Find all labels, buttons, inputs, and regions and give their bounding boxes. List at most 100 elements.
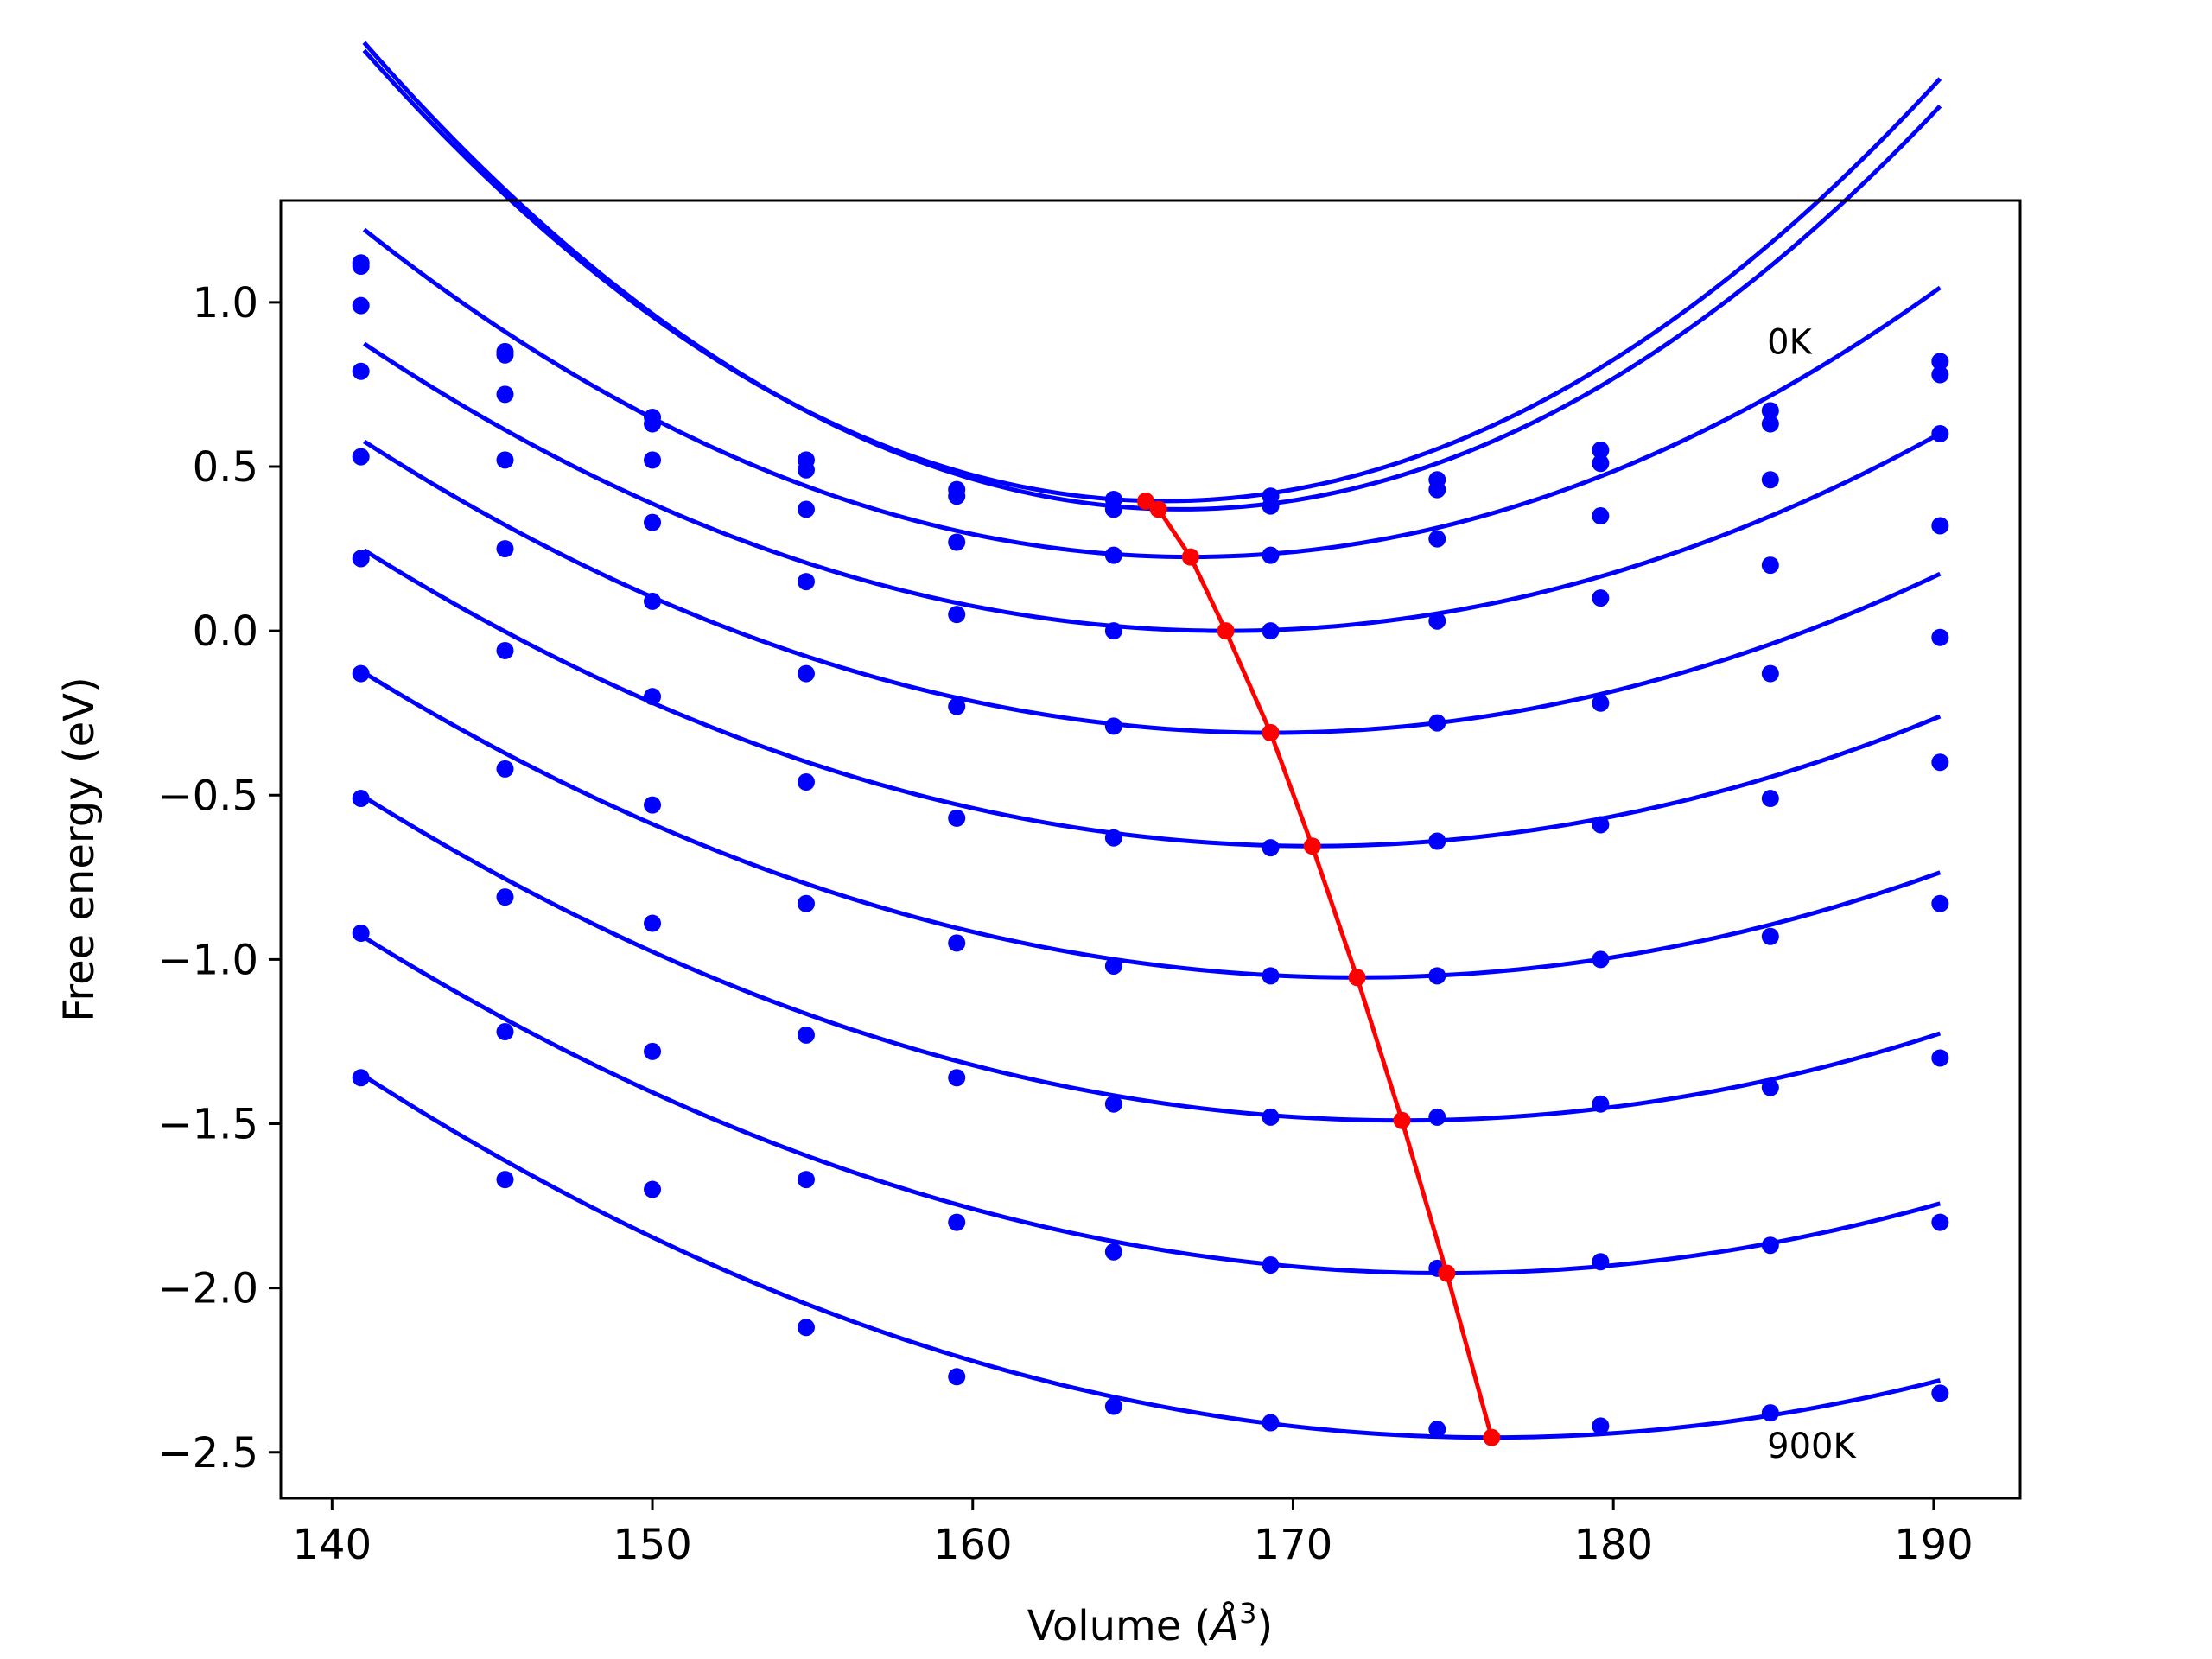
annotation-1: 0K <box>1767 323 1813 363</box>
data-point-s4-3 <box>644 513 662 531</box>
fit-curve-4 <box>363 341 1942 633</box>
data-point-s6-9 <box>1592 816 1610 834</box>
data-point-s4-6 <box>1104 622 1122 640</box>
x-tick-label-160: 160 <box>933 1521 1013 1569</box>
x-axis-label-exponent: 3 <box>1239 1597 1256 1630</box>
data-point-s6-8 <box>1428 832 1446 850</box>
annotations: 0K 900K <box>1767 323 1857 1467</box>
y-tick-label--0.5: −0.5 <box>157 772 258 820</box>
minimum-point-6 <box>1303 837 1321 855</box>
data-point-s9-10 <box>1761 1236 1779 1255</box>
data-point-s2-2 <box>496 346 514 364</box>
data-point-s7-1 <box>352 664 370 683</box>
minimum-point-10 <box>1483 1428 1501 1446</box>
y-tick-label-0.5: 0.5 <box>193 443 258 492</box>
data-point-s4-1 <box>352 362 370 380</box>
minimum-curve <box>1136 492 1501 1446</box>
data-point-s3-3 <box>644 451 662 469</box>
minimum-point-2 <box>1149 500 1167 518</box>
data-point-s5-6 <box>1104 717 1122 735</box>
data-point-s8-7 <box>1262 1108 1280 1126</box>
data-point-s10-4 <box>797 1319 815 1337</box>
data-point-s9-9 <box>1592 1253 1610 1271</box>
data-point-s8-10 <box>1761 1078 1779 1096</box>
data-point-s9-6 <box>1104 1243 1122 1261</box>
minimum-point-5 <box>1262 724 1280 742</box>
data-point-s4-7 <box>1262 622 1280 640</box>
y-axis-ticks: −2.5 −2.0 −1.5 −1.0 −0.5 0.0 0.5 1.0 <box>157 279 281 1478</box>
x-tick-label-180: 180 <box>1573 1521 1653 1569</box>
data-points <box>352 254 1949 1439</box>
data-point-s8-3 <box>644 914 662 932</box>
data-point-s2-11 <box>1931 365 1949 384</box>
data-point-s3-11 <box>1931 424 1949 442</box>
minimum-point-1 <box>1136 492 1154 510</box>
x-axis-label-symbol: Å <box>1208 1601 1239 1650</box>
data-point-s10-10 <box>1761 1404 1779 1422</box>
fit-curve-8 <box>363 795 1942 1123</box>
y-tick-label--1: −1.0 <box>157 936 258 984</box>
data-point-s9-4 <box>797 1171 815 1189</box>
data-point-s10-5 <box>948 1368 966 1386</box>
data-point-s1-9 <box>1592 441 1610 459</box>
data-point-s9-3 <box>644 1042 662 1060</box>
y-axis-label: Free energy (eV) <box>55 677 104 1021</box>
x-tick-label-150: 150 <box>613 1521 692 1569</box>
data-point-s3-1 <box>352 296 370 315</box>
data-point-s9-11 <box>1931 1213 1949 1231</box>
annotation-2: 900K <box>1767 1427 1857 1466</box>
data-point-s4-2 <box>496 451 514 469</box>
fit-curve-10 <box>363 1074 1941 1440</box>
data-point-s9-1 <box>352 924 370 942</box>
data-point-s6-10 <box>1761 790 1779 808</box>
x-axis-label-suffix: ) <box>1256 1602 1273 1650</box>
minimum-point-4 <box>1217 622 1235 640</box>
data-point-s9-5 <box>948 1213 966 1231</box>
data-point-s7-4 <box>797 894 815 912</box>
data-point-s10-2 <box>496 1171 514 1189</box>
data-point-s6-5 <box>948 809 966 827</box>
data-point-s10-9 <box>1592 1417 1610 1435</box>
data-point-s3-7 <box>1262 546 1280 564</box>
fit-curve-9 <box>363 935 1941 1276</box>
data-point-s8-9 <box>1592 1095 1610 1113</box>
data-point-s6-7 <box>1262 839 1280 857</box>
data-point-s9-2 <box>496 1023 514 1041</box>
data-point-s10-6 <box>1104 1397 1122 1415</box>
data-point-s2-9 <box>1592 454 1610 473</box>
data-point-s7-11 <box>1931 894 1949 912</box>
data-point-s7-8 <box>1428 967 1446 985</box>
data-point-s4-8 <box>1428 612 1446 630</box>
data-point-s6-3 <box>644 688 662 706</box>
data-point-s7-3 <box>644 796 662 814</box>
data-point-s2-6 <box>1104 500 1122 518</box>
data-point-s3-4 <box>797 500 815 518</box>
data-point-s10-8 <box>1428 1421 1446 1439</box>
x-tick-label-140: 140 <box>293 1521 372 1569</box>
data-point-s8-1 <box>352 790 370 808</box>
data-point-s3-8 <box>1428 530 1446 548</box>
fit-curve-7 <box>363 671 1942 980</box>
x-tick-label-190: 190 <box>1894 1521 1974 1569</box>
data-point-s10-3 <box>644 1180 662 1198</box>
data-point-s2-8 <box>1428 480 1446 499</box>
data-point-s5-9 <box>1592 694 1610 712</box>
y-tick-label--1.5: −1.5 <box>157 1101 258 1149</box>
data-point-s10-1 <box>352 1069 370 1087</box>
data-point-s8-11 <box>1931 1049 1949 1067</box>
data-point-s2-7 <box>1262 497 1280 515</box>
data-point-s3-5 <box>948 533 966 551</box>
data-point-s7-2 <box>496 760 514 778</box>
fit-curve-3 <box>362 227 1942 560</box>
data-point-s10-11 <box>1931 1384 1949 1402</box>
y-tick-label--2: −2.0 <box>157 1265 258 1313</box>
data-point-s6-6 <box>1104 829 1122 847</box>
y-tick-label-1: 1.0 <box>193 279 258 327</box>
x-tick-label-170: 170 <box>1254 1521 1333 1569</box>
data-point-s6-11 <box>1931 753 1949 772</box>
data-point-s4-5 <box>948 606 966 624</box>
data-point-s7-7 <box>1262 967 1280 985</box>
data-point-s2-10 <box>1761 415 1779 433</box>
data-point-s8-5 <box>948 1069 966 1087</box>
minimum-point-3 <box>1181 548 1199 566</box>
